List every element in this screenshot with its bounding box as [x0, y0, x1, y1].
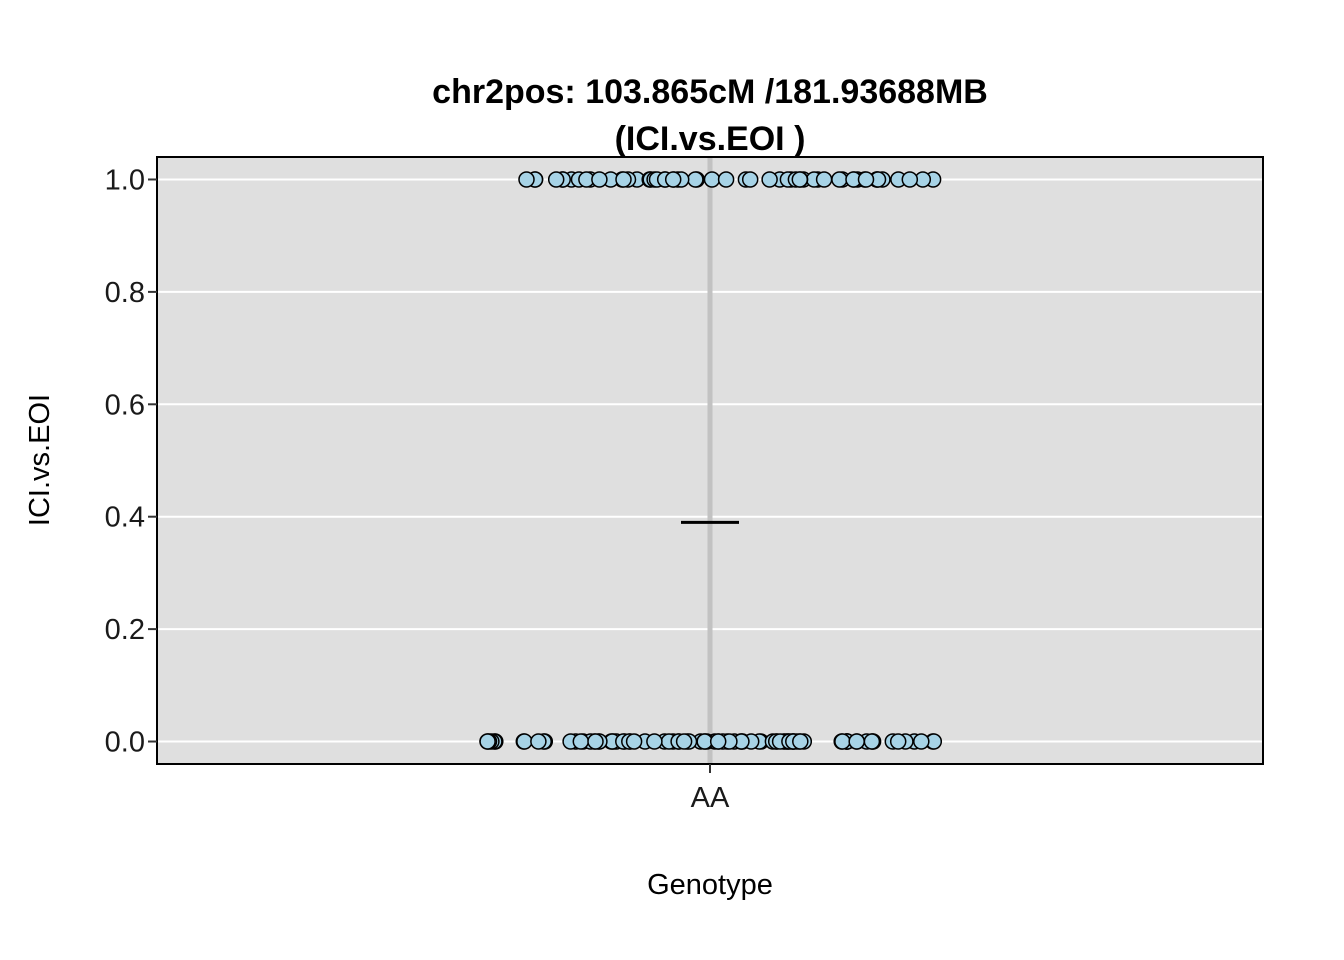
- data-point: [791, 171, 809, 188]
- data-point: [518, 171, 535, 188]
- data-point: [831, 171, 848, 188]
- y-tick-label: 0.4: [105, 502, 145, 534]
- data-point: [717, 171, 735, 188]
- data-point: [675, 733, 693, 750]
- data-point: [863, 733, 881, 750]
- data-point: [834, 733, 851, 750]
- y-tick-label: 0.0: [105, 727, 145, 759]
- data-point: [530, 733, 547, 750]
- points: [479, 171, 943, 750]
- data-point: [792, 733, 809, 750]
- x-axis: AA: [691, 764, 730, 814]
- x-tick-label: AA: [691, 782, 730, 814]
- data-point: [516, 733, 533, 750]
- y-tick-label: 0.8: [105, 277, 145, 309]
- chart-title: chr2pos: 103.865cM /181.93688MB: [432, 73, 988, 111]
- y-axis: 0.0 0.2 0.4 0.6 0.8 1.0: [105, 164, 157, 759]
- data-point: [815, 171, 833, 188]
- data-point: [703, 171, 721, 188]
- data-point: [848, 733, 865, 750]
- y-tick-label: 0.6: [105, 389, 145, 421]
- data-point: [615, 171, 632, 188]
- chart-subtitle: (ICI.vs.EOI ): [615, 120, 806, 158]
- data-point: [547, 171, 565, 188]
- data-point: [479, 733, 496, 750]
- data-point: [889, 733, 907, 750]
- y-tick-label: 1.0: [105, 164, 145, 196]
- data-point: [591, 171, 608, 188]
- data-point: [572, 733, 590, 750]
- data-point: [857, 171, 875, 188]
- data-point: [646, 733, 663, 750]
- data-point: [687, 171, 704, 188]
- data-point: [901, 171, 919, 188]
- x-axis-title: Genotype: [647, 869, 773, 901]
- data-point: [761, 171, 778, 188]
- data-point: [741, 171, 759, 188]
- data-point: [709, 733, 727, 750]
- data-point: [625, 733, 643, 750]
- y-tick-label: 0.2: [105, 614, 145, 646]
- y-axis-title: ICI.vs.EOI: [24, 394, 56, 526]
- data-point: [913, 733, 930, 750]
- data-point: [587, 733, 604, 750]
- data-point: [664, 171, 682, 188]
